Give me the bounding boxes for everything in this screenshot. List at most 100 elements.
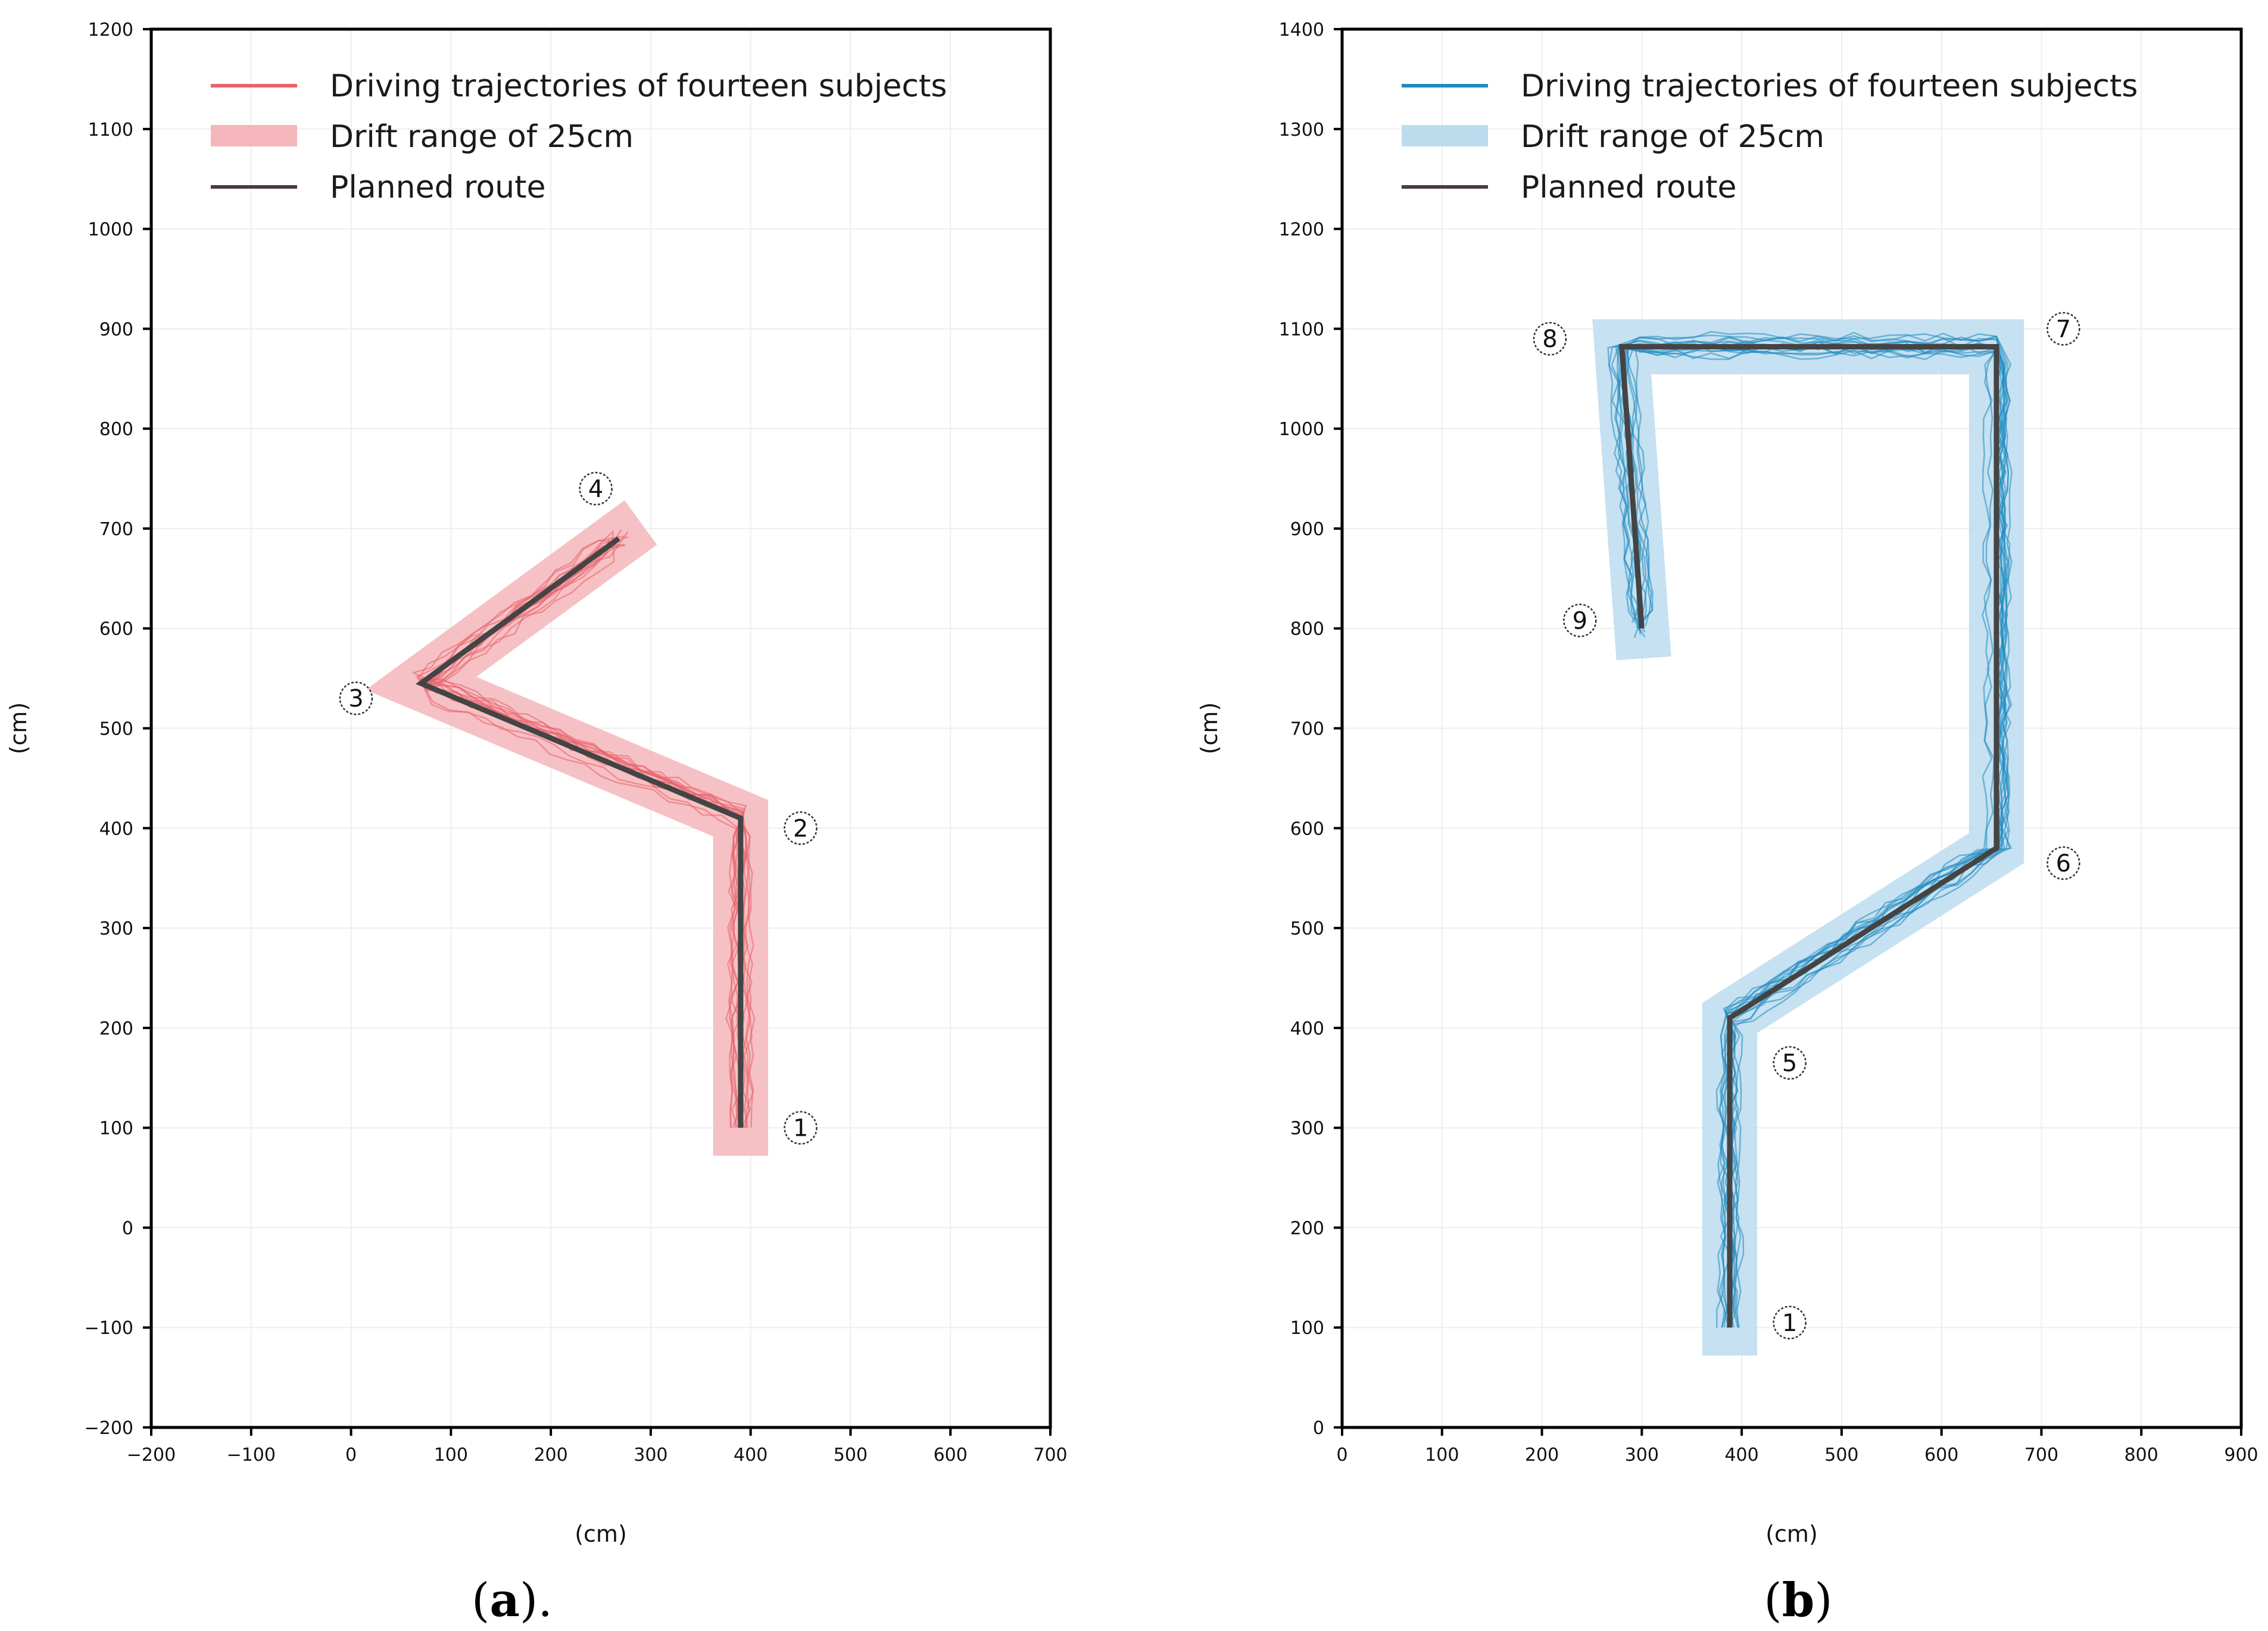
y-tick-label: 200	[1290, 1218, 1324, 1239]
waypoint-label: 7	[2056, 315, 2071, 343]
y-tick-label: −200	[85, 1418, 133, 1439]
y-tick-label: 1300	[1279, 120, 1324, 140]
waypoint-marker	[1773, 1305, 1807, 1340]
y-tick-label: 800	[99, 419, 133, 440]
y-tick-label: 1400	[1279, 20, 1324, 40]
x-tick-label: 700	[2024, 1445, 2058, 1466]
y-tick-label: 900	[99, 319, 133, 340]
x-tick-label: 300	[1625, 1445, 1659, 1466]
x-tick-label: −100	[227, 1445, 276, 1466]
y-tick-label: 0	[1313, 1418, 1324, 1439]
x-tick-label: 900	[2224, 1445, 2258, 1466]
y-tick-label: 800	[1290, 619, 1324, 640]
x-tick-label: 500	[834, 1445, 868, 1466]
waypoint-label: 9	[1573, 607, 1587, 635]
subject-trajectory	[418, 532, 748, 1128]
x-tick-label: 400	[1724, 1445, 1758, 1466]
legend: Driving trajectories of fourteen subject…	[1402, 68, 2138, 205]
legend-label: Driving trajectories of fourteen subject…	[330, 68, 947, 104]
y-tick-label: 300	[99, 918, 133, 939]
y-tick-label: 600	[99, 619, 133, 640]
waypoint-label: 3	[348, 685, 363, 713]
x-tick-label: 400	[734, 1445, 768, 1466]
y-tick-label: 1100	[88, 120, 133, 140]
y-tick-label: −100	[85, 1318, 133, 1339]
chart-a: −200 −100 0 100 200 300 400 500 600 700 −200 −100 0 1…	[5, 20, 1068, 1627]
legend-label: Drift range of 25cm	[330, 119, 634, 155]
y-tick-label: 200	[99, 1018, 133, 1039]
legend-label: Driving trajectories of fourteen subject…	[1521, 68, 2138, 104]
subject-trajectory	[420, 538, 756, 1128]
waypoint-marker	[579, 471, 613, 506]
x-tick-label: 200	[534, 1445, 567, 1466]
waypoint-marker	[784, 1111, 818, 1145]
waypoint-marker	[339, 681, 373, 715]
y-tick-label: 1200	[1279, 220, 1324, 240]
legend: Driving trajectories of fourteen subject…	[211, 68, 947, 205]
x-tick-label: 700	[1033, 1445, 1067, 1466]
y-axis-title: (cm)	[1196, 702, 1222, 755]
waypoint-label: 8	[1542, 326, 1557, 353]
y-tick-label: 700	[99, 519, 133, 540]
y-tick-label: 500	[1290, 918, 1324, 939]
y-tick-label: 400	[1290, 1018, 1324, 1039]
caption-letter: b	[1782, 1573, 1815, 1627]
legend-band-swatch	[1402, 125, 1488, 146]
chart-b: 0 100 200 300 400 500 600 700 800 900 0 100 200 300 40…	[1196, 20, 2258, 1627]
x-axis-title: (cm)	[1765, 1521, 1818, 1547]
x-tick-label: 0	[345, 1445, 357, 1466]
y-tick-label: 300	[1290, 1118, 1324, 1139]
legend-label: Planned route	[1521, 170, 1737, 205]
y-tick-label: 500	[99, 719, 133, 740]
y-tick-label: 1200	[88, 20, 133, 40]
y-tick-label: 100	[1290, 1318, 1324, 1339]
waypoint-label: 6	[2056, 850, 2071, 877]
caption-open-paren: (	[1764, 1574, 1782, 1627]
y-tick-label: 900	[1290, 519, 1324, 540]
x-tick-label: 100	[434, 1445, 468, 1466]
caption-letter: a	[489, 1573, 520, 1627]
caption-suffix: )	[1814, 1574, 1832, 1627]
waypoint-label: 1	[1782, 1310, 1797, 1337]
panel-caption: (b)	[1764, 1573, 1832, 1627]
y-tick-label: 100	[99, 1118, 133, 1139]
y-tick-label: 700	[1290, 719, 1324, 740]
x-tick-label: 0	[1336, 1445, 1347, 1466]
legend-label: Drift range of 25cm	[1521, 119, 1824, 155]
waypoint-label: 4	[588, 476, 603, 503]
planned-route-line	[415, 536, 744, 1128]
y-tick-label: 1100	[1279, 319, 1324, 340]
caption-open-paren: (	[472, 1574, 489, 1627]
x-tick-label: −200	[127, 1445, 176, 1466]
waypoint-label: 5	[1782, 1050, 1797, 1077]
waypoint-marker	[784, 811, 818, 845]
waypoint-marker	[1533, 321, 1567, 356]
x-tick-label: 300	[634, 1445, 667, 1466]
waypoint-label: 2	[793, 815, 808, 842]
caption-suffix: ).	[520, 1574, 553, 1627]
y-tick-label: 1000	[88, 220, 133, 240]
y-tick-label: 400	[99, 818, 133, 839]
legend-label: Planned route	[330, 170, 546, 205]
waypoint-marker	[2046, 846, 2080, 880]
subject-trajectory	[425, 531, 739, 1128]
x-tick-label: 200	[1525, 1445, 1559, 1466]
x-tick-label: 600	[934, 1445, 968, 1466]
x-tick-label: 600	[1924, 1445, 1958, 1466]
y-tick-label: 600	[1290, 818, 1324, 839]
waypoint-marker	[1563, 604, 1597, 638]
waypoint-label: 1	[793, 1115, 808, 1142]
waypoint-marker	[2046, 312, 2080, 346]
y-tick-label: 0	[122, 1218, 133, 1239]
planned-route-line	[1618, 344, 1999, 1328]
x-tick-label: 500	[1824, 1445, 1858, 1466]
y-tick-label: 1000	[1279, 419, 1324, 440]
y-axis-title: (cm)	[5, 702, 32, 755]
x-axis-title: (cm)	[575, 1521, 627, 1547]
x-tick-label: 800	[2125, 1445, 2158, 1466]
waypoint-marker	[1773, 1046, 1807, 1080]
x-tick-label: 100	[1425, 1445, 1459, 1466]
legend-band-swatch	[211, 125, 297, 146]
panel-caption: (a).	[472, 1573, 553, 1627]
